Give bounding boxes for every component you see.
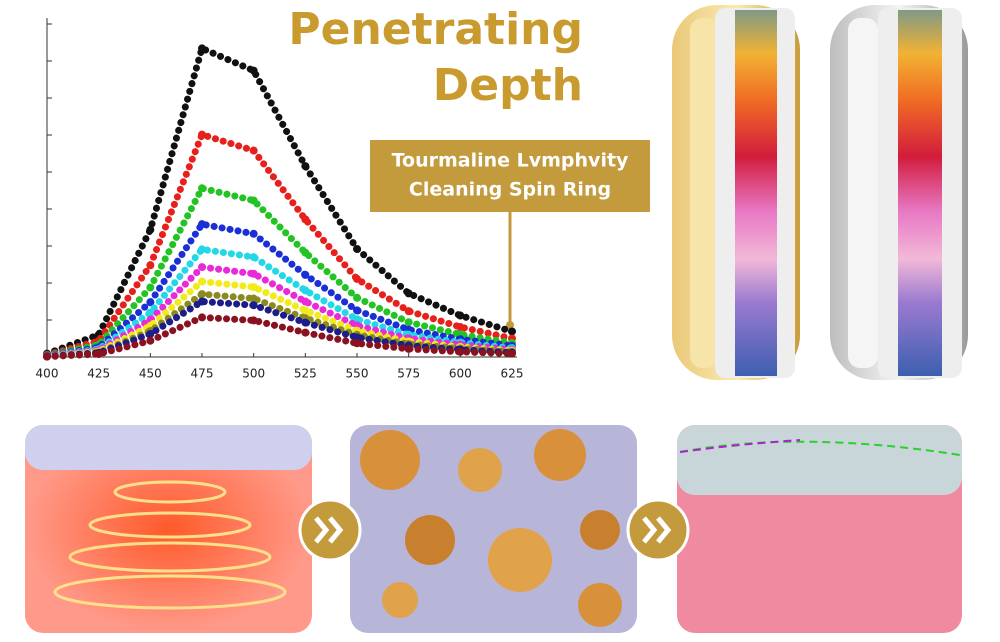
data-point xyxy=(301,215,310,224)
chart: 400 425 450 475 500 525 550 575 600 625 xyxy=(36,18,524,381)
title-line: Penetrating xyxy=(288,4,583,55)
data-point xyxy=(43,352,51,361)
data-point xyxy=(198,290,206,299)
data-point xyxy=(456,323,465,332)
x-tick-label: 400 xyxy=(36,367,59,381)
data-point xyxy=(353,293,361,302)
data-point xyxy=(198,263,206,272)
data-point xyxy=(249,301,258,310)
panel-cells xyxy=(350,425,637,633)
silver-ring xyxy=(830,5,968,380)
data-point xyxy=(146,330,155,339)
data-point xyxy=(508,327,516,336)
data-point xyxy=(146,298,155,307)
data-point xyxy=(198,184,206,193)
data-point xyxy=(456,311,465,320)
data-point xyxy=(146,261,155,270)
data-point xyxy=(198,130,206,139)
arrow-icon xyxy=(298,498,690,562)
data-point xyxy=(301,306,310,315)
data-point xyxy=(198,313,206,322)
data-point xyxy=(146,283,155,292)
x-tick-label: 450 xyxy=(139,367,162,381)
data-point xyxy=(301,328,310,337)
data-point xyxy=(301,297,310,306)
data-point xyxy=(146,308,155,317)
gold-ring xyxy=(672,5,800,380)
series-line xyxy=(43,313,516,361)
data-point xyxy=(249,294,258,303)
data-point xyxy=(94,350,103,359)
data-point xyxy=(353,339,361,348)
data-point xyxy=(198,277,206,286)
series-line xyxy=(43,245,516,360)
data-point xyxy=(353,244,361,253)
data-point xyxy=(301,270,310,279)
data-point xyxy=(404,289,413,298)
panel-result xyxy=(677,425,962,633)
data-point xyxy=(404,344,413,353)
callout-box xyxy=(370,140,650,212)
data-point xyxy=(404,307,413,316)
callout-text: Tourmaline Lvmphvity xyxy=(392,150,629,172)
data-point xyxy=(146,336,155,345)
series-line xyxy=(43,220,516,360)
series-line xyxy=(43,131,516,359)
data-point xyxy=(249,66,258,75)
data-point xyxy=(301,162,310,171)
x-tick-label: 525 xyxy=(294,367,317,381)
callout-text: Cleaning Spin Ring xyxy=(409,179,611,201)
title-line: Depth xyxy=(433,60,583,111)
data-point xyxy=(249,146,258,155)
data-point xyxy=(301,318,310,327)
data-point xyxy=(146,225,155,234)
x-tick-label: 625 xyxy=(501,367,524,381)
callout-dot xyxy=(506,321,514,329)
data-point xyxy=(353,306,361,315)
data-point xyxy=(198,297,206,306)
data-point xyxy=(249,253,258,262)
x-tick-label: 425 xyxy=(87,367,110,381)
data-point xyxy=(249,316,258,325)
series-line xyxy=(43,44,516,358)
x-tick-label: 550 xyxy=(346,367,369,381)
x-tick-label: 600 xyxy=(449,367,472,381)
x-tick-label: 575 xyxy=(397,367,420,381)
x-tick-label: 475 xyxy=(191,367,214,381)
data-point xyxy=(198,44,206,53)
data-point xyxy=(249,283,258,292)
panel-heating xyxy=(25,425,312,633)
data-point xyxy=(249,196,258,205)
data-point xyxy=(198,245,206,254)
x-tick-label: 500 xyxy=(242,367,265,381)
data-point xyxy=(249,269,258,278)
data-point xyxy=(249,229,258,238)
data-point xyxy=(301,248,310,257)
data-point xyxy=(456,347,465,356)
data-point xyxy=(301,286,310,295)
data-point xyxy=(508,349,516,358)
data-point xyxy=(198,220,206,229)
data-point xyxy=(353,274,361,283)
data-point xyxy=(404,318,413,327)
series-line xyxy=(43,184,516,359)
